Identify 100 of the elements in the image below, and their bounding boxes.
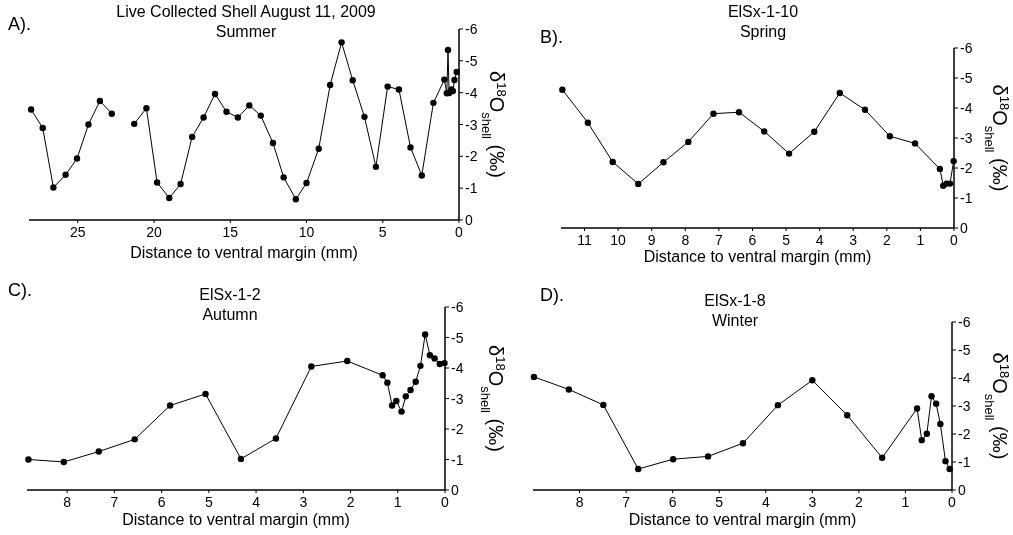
x-tick-label: 8 — [63, 494, 72, 510]
point — [402, 393, 409, 400]
point — [202, 390, 209, 398]
point — [143, 105, 150, 112]
point — [407, 144, 414, 151]
x-axis-title: Distance to ventral margin (mm) — [122, 511, 350, 528]
point — [418, 172, 425, 179]
point — [234, 114, 242, 121]
y-tick-label: -2 — [958, 426, 971, 442]
point — [338, 39, 345, 46]
point — [735, 109, 743, 116]
point — [937, 420, 944, 428]
point — [928, 393, 935, 400]
point — [600, 401, 607, 409]
point — [27, 106, 35, 113]
point — [85, 121, 92, 128]
y-tick-label: -2 — [465, 148, 478, 165]
x-tick-label: 0 — [948, 494, 957, 510]
point — [441, 76, 448, 83]
point — [303, 179, 310, 187]
point — [774, 401, 782, 409]
chart-subtitle: Autumn — [202, 306, 258, 323]
y-tick-label: -6 — [958, 314, 971, 330]
point — [407, 386, 414, 394]
point — [73, 155, 81, 162]
point — [913, 405, 921, 412]
x-tick-label: 4 — [815, 232, 824, 248]
point — [384, 83, 391, 90]
point — [349, 77, 356, 84]
point — [25, 456, 32, 463]
point — [395, 86, 403, 93]
y-tick-label: -4 — [451, 360, 464, 376]
y-tick-label: -5 — [958, 342, 971, 358]
x-axis-title: Distance to ventral margin (mm) — [643, 248, 872, 265]
point — [246, 102, 253, 109]
y-tick-label: -4 — [465, 84, 478, 101]
point — [412, 378, 419, 385]
point — [166, 402, 174, 409]
point — [785, 150, 793, 157]
point — [844, 412, 851, 419]
point — [453, 68, 460, 76]
point — [918, 436, 925, 444]
x-tick-label: 5 — [715, 494, 724, 510]
point — [685, 138, 692, 146]
y-tick-label: -6 — [960, 40, 973, 56]
y-tick-label: -4 — [960, 100, 973, 116]
point — [188, 133, 196, 141]
point — [809, 377, 816, 384]
y-tick-label: -5 — [960, 70, 973, 86]
point — [308, 363, 315, 370]
point — [946, 465, 953, 473]
y-tick-label: -3 — [958, 398, 971, 414]
point — [430, 99, 437, 107]
y-tick-label: -1 — [451, 451, 464, 468]
point — [761, 128, 768, 135]
x-tick-label: 6 — [668, 494, 677, 510]
point — [417, 362, 424, 370]
point — [95, 448, 102, 455]
point — [932, 400, 940, 407]
x-tick-label: 3 — [808, 494, 817, 510]
point — [388, 402, 396, 409]
point — [257, 112, 264, 119]
point — [398, 408, 405, 415]
point — [886, 133, 894, 140]
x-tick-label: 10 — [610, 232, 627, 248]
y-tick-label: -2 — [960, 160, 973, 176]
point — [669, 456, 677, 463]
point — [39, 124, 46, 132]
point — [269, 139, 277, 147]
point — [361, 113, 368, 121]
y-tick-label: -4 — [958, 370, 971, 386]
point — [911, 140, 919, 147]
x-axis-title: Distance to ventral margin (mm) — [130, 244, 358, 261]
x-tick-label: 11 — [577, 232, 592, 248]
point — [280, 174, 287, 181]
y-tick-label: -5 — [451, 329, 464, 346]
point — [444, 46, 452, 54]
y-tick-label: -6 — [465, 21, 478, 37]
point — [379, 372, 386, 379]
point — [431, 355, 438, 362]
x-tick-label: 2 — [346, 494, 355, 510]
point — [950, 157, 957, 165]
point — [660, 159, 667, 166]
point — [811, 128, 818, 135]
point — [936, 165, 944, 173]
chart-title: ElSx-1-8 — [704, 292, 766, 309]
chart-subtitle: Winter — [711, 312, 759, 329]
point — [326, 81, 334, 89]
x-tick-label: 6 — [748, 232, 757, 248]
y-tick-label: -5 — [465, 52, 478, 69]
point — [372, 163, 380, 171]
annotation: A). — [8, 14, 32, 34]
x-tick-label: 8 — [681, 232, 690, 248]
x-tick-label: 0 — [441, 494, 450, 510]
point — [384, 379, 391, 386]
y-tick-label: 0 — [465, 212, 473, 228]
point — [292, 196, 300, 203]
point — [177, 180, 184, 188]
y-tick-label: -1 — [465, 180, 478, 197]
point — [200, 114, 207, 121]
